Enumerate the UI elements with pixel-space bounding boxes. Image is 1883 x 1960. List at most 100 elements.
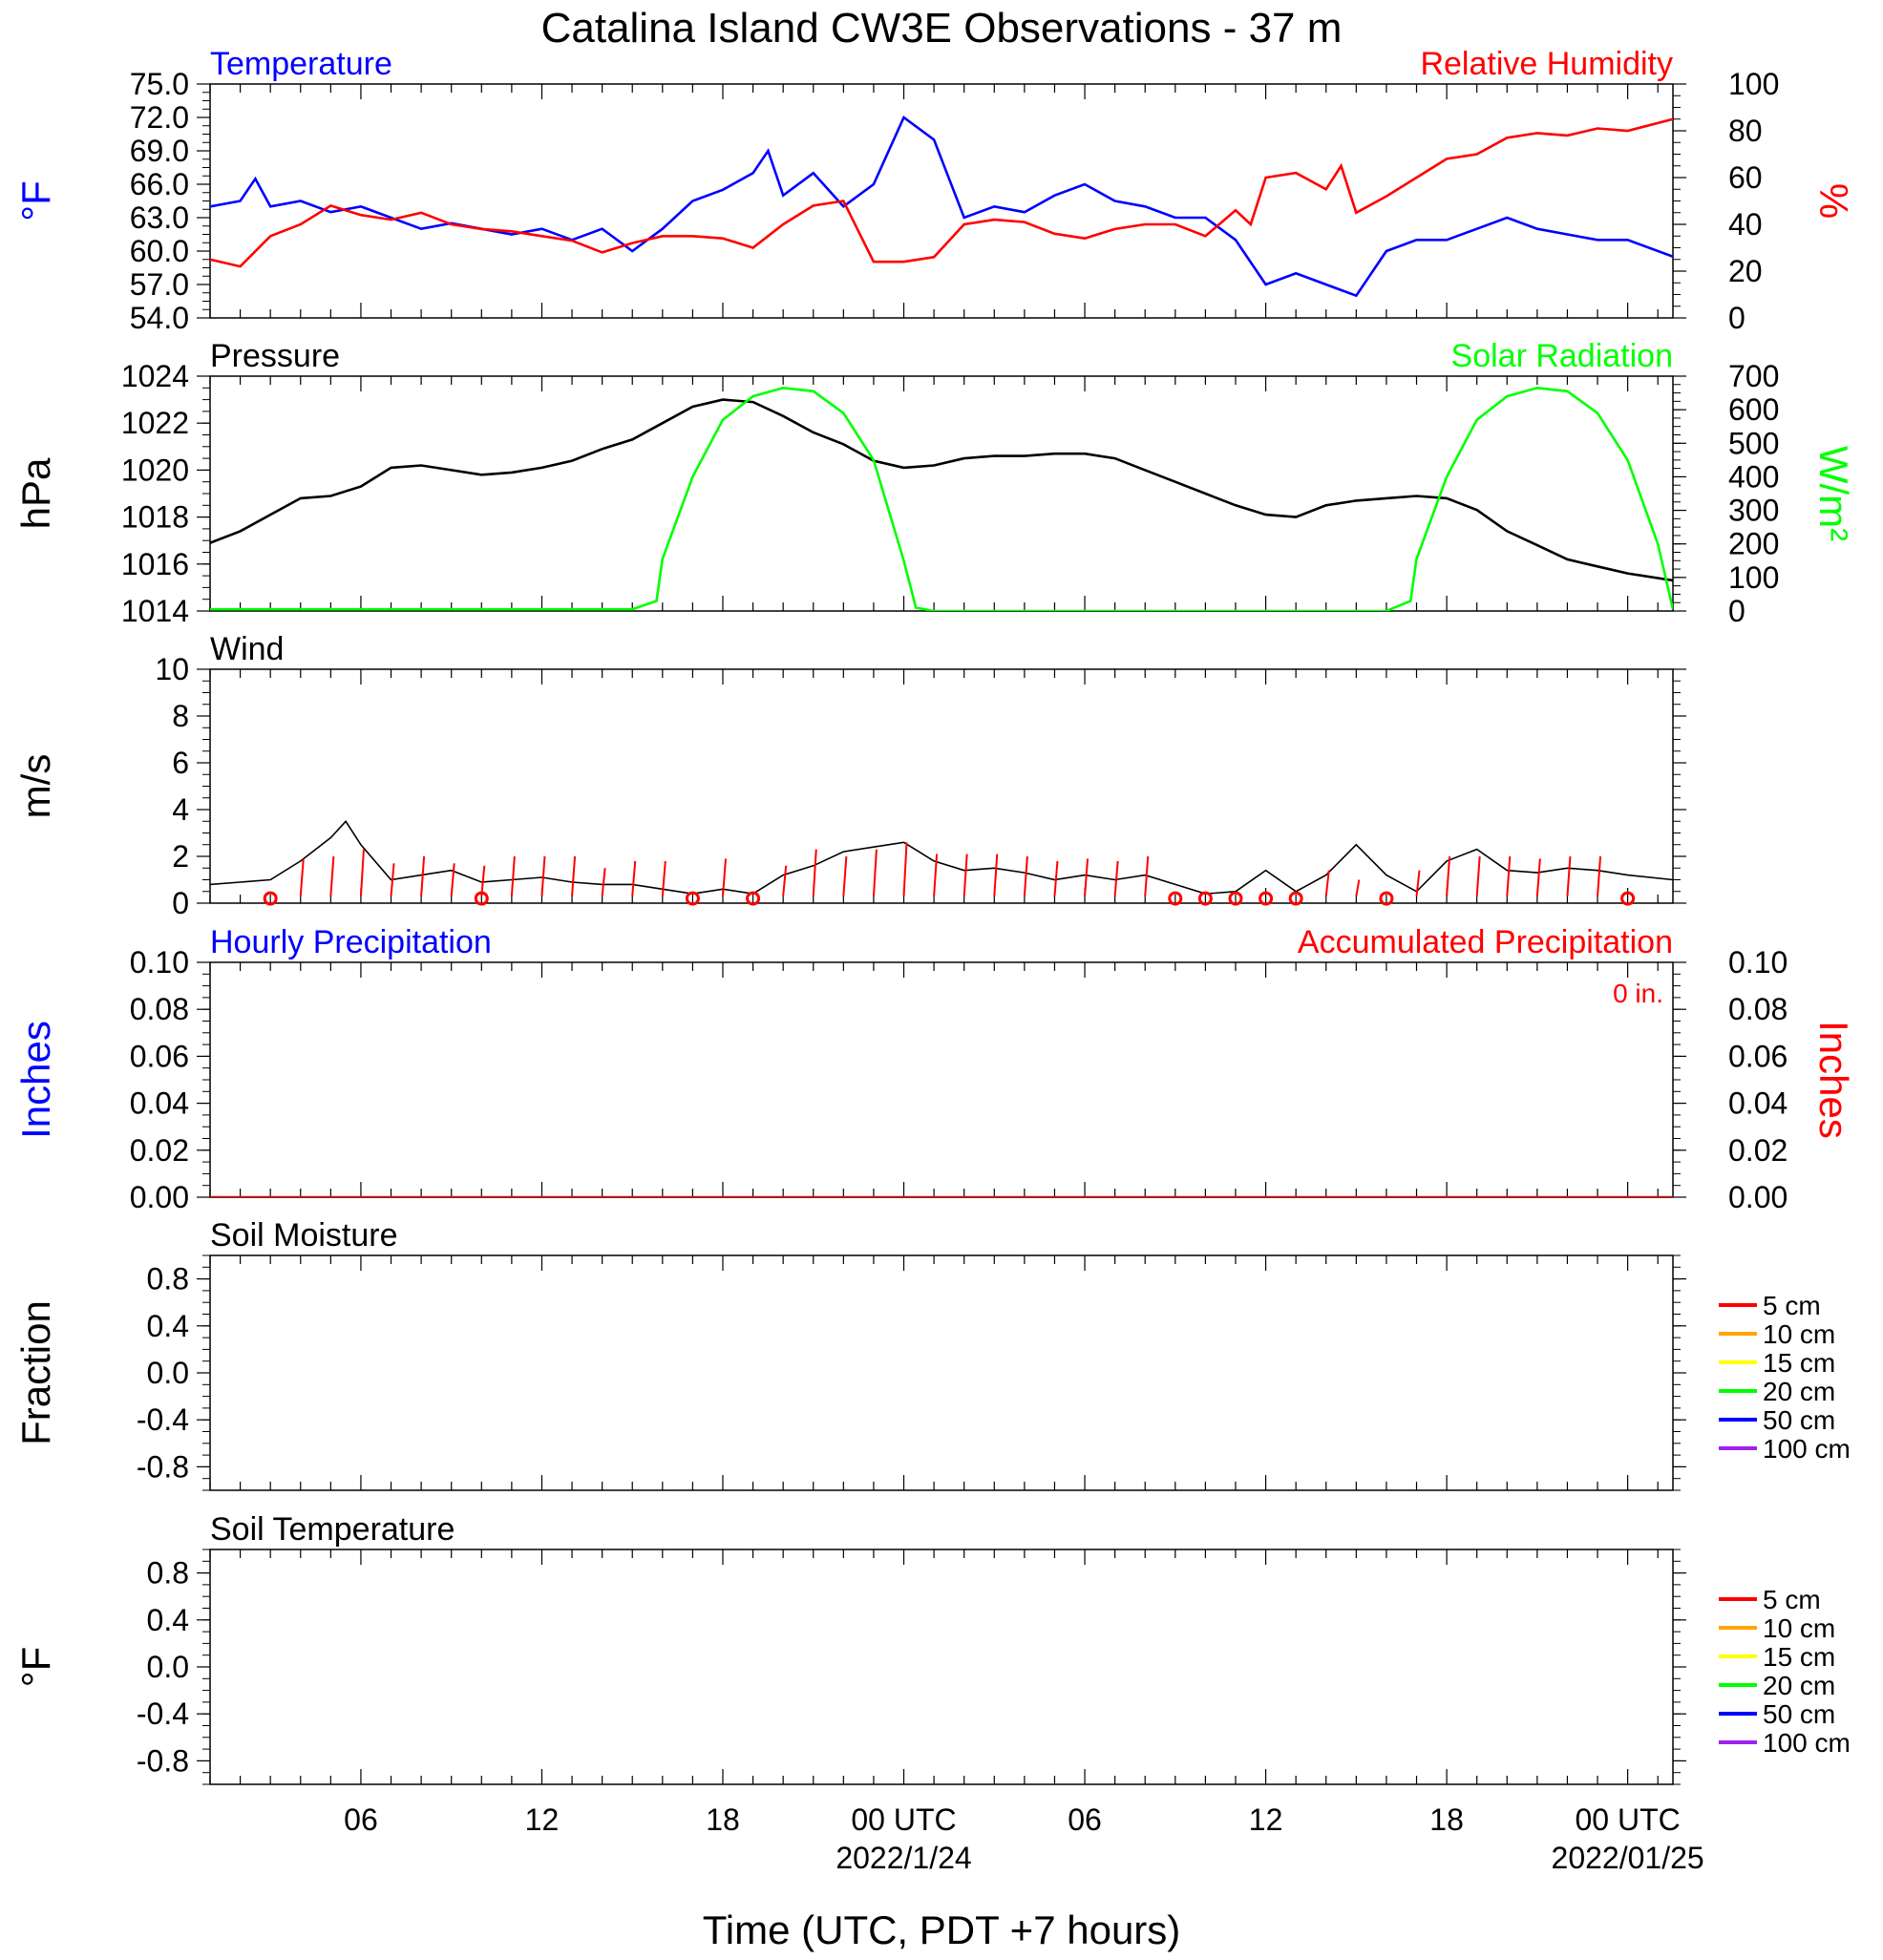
time-axis: 06 12 18 00 UTC 2022/1/24 06 12 18 00 UTC 2022/01…: [344, 1802, 1704, 1875]
y-tick-label: 1014: [121, 594, 189, 628]
series-line-0: [210, 819, 1673, 896]
y-tick-label: 69.0: [130, 134, 189, 168]
wind-barb: [661, 860, 666, 896]
panel-title: Soil Temperature: [210, 1511, 455, 1548]
panel-title: Soil Moisture: [210, 1217, 398, 1254]
y-tick-label: 1016: [121, 547, 189, 581]
x-tick-label: 06: [1068, 1802, 1102, 1837]
calm-wind-marker: [1168, 891, 1183, 906]
calm-wind-marker: [1620, 891, 1636, 906]
wind-barb: [993, 854, 999, 896]
wind-barb: [782, 865, 788, 896]
y-tick-label: -0.8: [137, 1743, 189, 1778]
wind-barb: [571, 855, 577, 896]
x-tick-date: 2022/01/25: [1552, 1841, 1704, 1875]
wind-barb: [933, 854, 939, 896]
calm-wind-marker: [1197, 891, 1213, 906]
y-tick-label-right: 0.08: [1728, 992, 1788, 1026]
wind-barb: [963, 854, 968, 896]
y-axis-label: Fraction: [13, 1300, 58, 1445]
y-axis-label: °F: [13, 180, 58, 221]
y-tick-label-right: 500: [1728, 426, 1779, 460]
wind-barb: [299, 858, 305, 896]
wind-barb: [601, 868, 606, 896]
y-tick-label-right: 0.04: [1728, 1086, 1788, 1121]
wind-barb: [1113, 860, 1119, 896]
panels: 54.057.060.063.066.069.072.075.002040608…: [13, 46, 1856, 1785]
legend-label: 15 cm: [1763, 1642, 1835, 1672]
y-axis-label-right: W/m²: [1811, 446, 1856, 541]
wind-barb: [420, 855, 426, 896]
x-tick-date: 2022/1/24: [836, 1841, 971, 1875]
calm-wind-marker: [685, 891, 700, 906]
y-tick-label: 0.8: [147, 1262, 189, 1296]
wind-barb: [1597, 855, 1602, 896]
wind-barb: [1355, 879, 1361, 896]
calm-wind-marker: [474, 891, 489, 906]
wind-barb: [631, 860, 637, 896]
y-tick-label-right: 60: [1728, 160, 1763, 195]
wind-barb: [812, 849, 817, 896]
panel-title-left: Hourly Precipitation: [210, 924, 492, 960]
legend-label: 50 cm: [1763, 1699, 1835, 1729]
y-tick-label: 57.0: [130, 267, 189, 302]
panel-precipitation: 0.00 0.02 0.04 0.06 0.08 0.10 0.00 0.02 0.04 0.06…: [13, 924, 1856, 1214]
wind-barb: [390, 863, 395, 896]
x-tick-label: 00 UTC: [851, 1802, 956, 1837]
wind-barb: [540, 855, 546, 896]
y-tick-label: 4: [172, 792, 189, 827]
wind-barb: [1084, 858, 1090, 896]
wind-barb: [1415, 870, 1421, 896]
y-tick-label: 72.0: [130, 100, 189, 135]
y-tick-label: 60.0: [130, 234, 189, 268]
y-tick-label: 54.0: [130, 301, 189, 335]
legend-label: 10 cm: [1763, 1613, 1835, 1643]
y-tick-label-right: 200: [1728, 527, 1779, 561]
y-axis-label-right: %: [1811, 183, 1856, 219]
y-tick-label: 0.00: [130, 1180, 189, 1214]
wind-barb: [1053, 860, 1059, 896]
panel-title-left: Temperature: [210, 46, 392, 82]
wind-barb: [480, 865, 486, 896]
panel-title-right: Solar Radiation: [1451, 338, 1673, 374]
legend-label: 50 cm: [1763, 1405, 1835, 1435]
precip-total-annotation: 0 in.: [1613, 979, 1663, 1008]
y-tick-label: 0.4: [147, 1603, 189, 1637]
y-tick-label: 1018: [121, 500, 189, 535]
x-tick-label: 18: [1429, 1802, 1464, 1837]
wind-barb: [721, 858, 727, 896]
panel-wind: 0 2 4 6 8 10 Wind m/s: [13, 631, 1686, 920]
y-tick-label-right: 0.02: [1728, 1133, 1788, 1168]
panel-title-right: Accumulated Precipitation: [1298, 924, 1673, 960]
y-tick-label-right: 40: [1728, 207, 1763, 242]
legend-label: 15 cm: [1763, 1348, 1835, 1378]
y-tick-label: 0.08: [130, 992, 189, 1026]
series-line-0: [210, 398, 1673, 582]
wind-barb: [1324, 870, 1330, 896]
y-tick-label-right: 700: [1728, 359, 1779, 393]
panel-soil-moisture: -0.8 -0.4 0.0 0.4 0.8 Soil Moisture Fraction 5 …: [13, 1217, 1851, 1491]
y-tick-label: 1020: [121, 453, 189, 487]
legend-label: 100 cm: [1763, 1728, 1851, 1758]
wind-barb: [450, 863, 455, 896]
wind-barb: [902, 842, 908, 896]
y-tick-label: -0.4: [137, 1402, 189, 1437]
y-tick-label: -0.4: [137, 1697, 189, 1731]
y-tick-label: 0.04: [130, 1086, 189, 1121]
wind-barb: [1566, 855, 1572, 896]
y-tick-label: 2: [172, 839, 189, 874]
y-tick-label: 0.10: [130, 945, 189, 980]
y-tick-label: 63.0: [130, 200, 189, 235]
wind-barb: [1446, 855, 1451, 896]
y-tick-label-right: 300: [1728, 494, 1779, 528]
y-tick-label: 0.4: [147, 1309, 189, 1343]
y-axis-label: m/s: [13, 754, 58, 819]
calm-wind-marker: [1288, 891, 1303, 906]
panel-temperature-humidity: 54.057.060.063.066.069.072.075.0 0 20 40 60 8…: [13, 46, 1856, 335]
y-tick-label: 10: [155, 652, 189, 686]
wind-barb: [329, 855, 335, 896]
y-tick-label-right: 0.10: [1728, 945, 1788, 980]
wind-barb: [1475, 855, 1481, 896]
y-tick-label: 75.0: [130, 67, 189, 101]
